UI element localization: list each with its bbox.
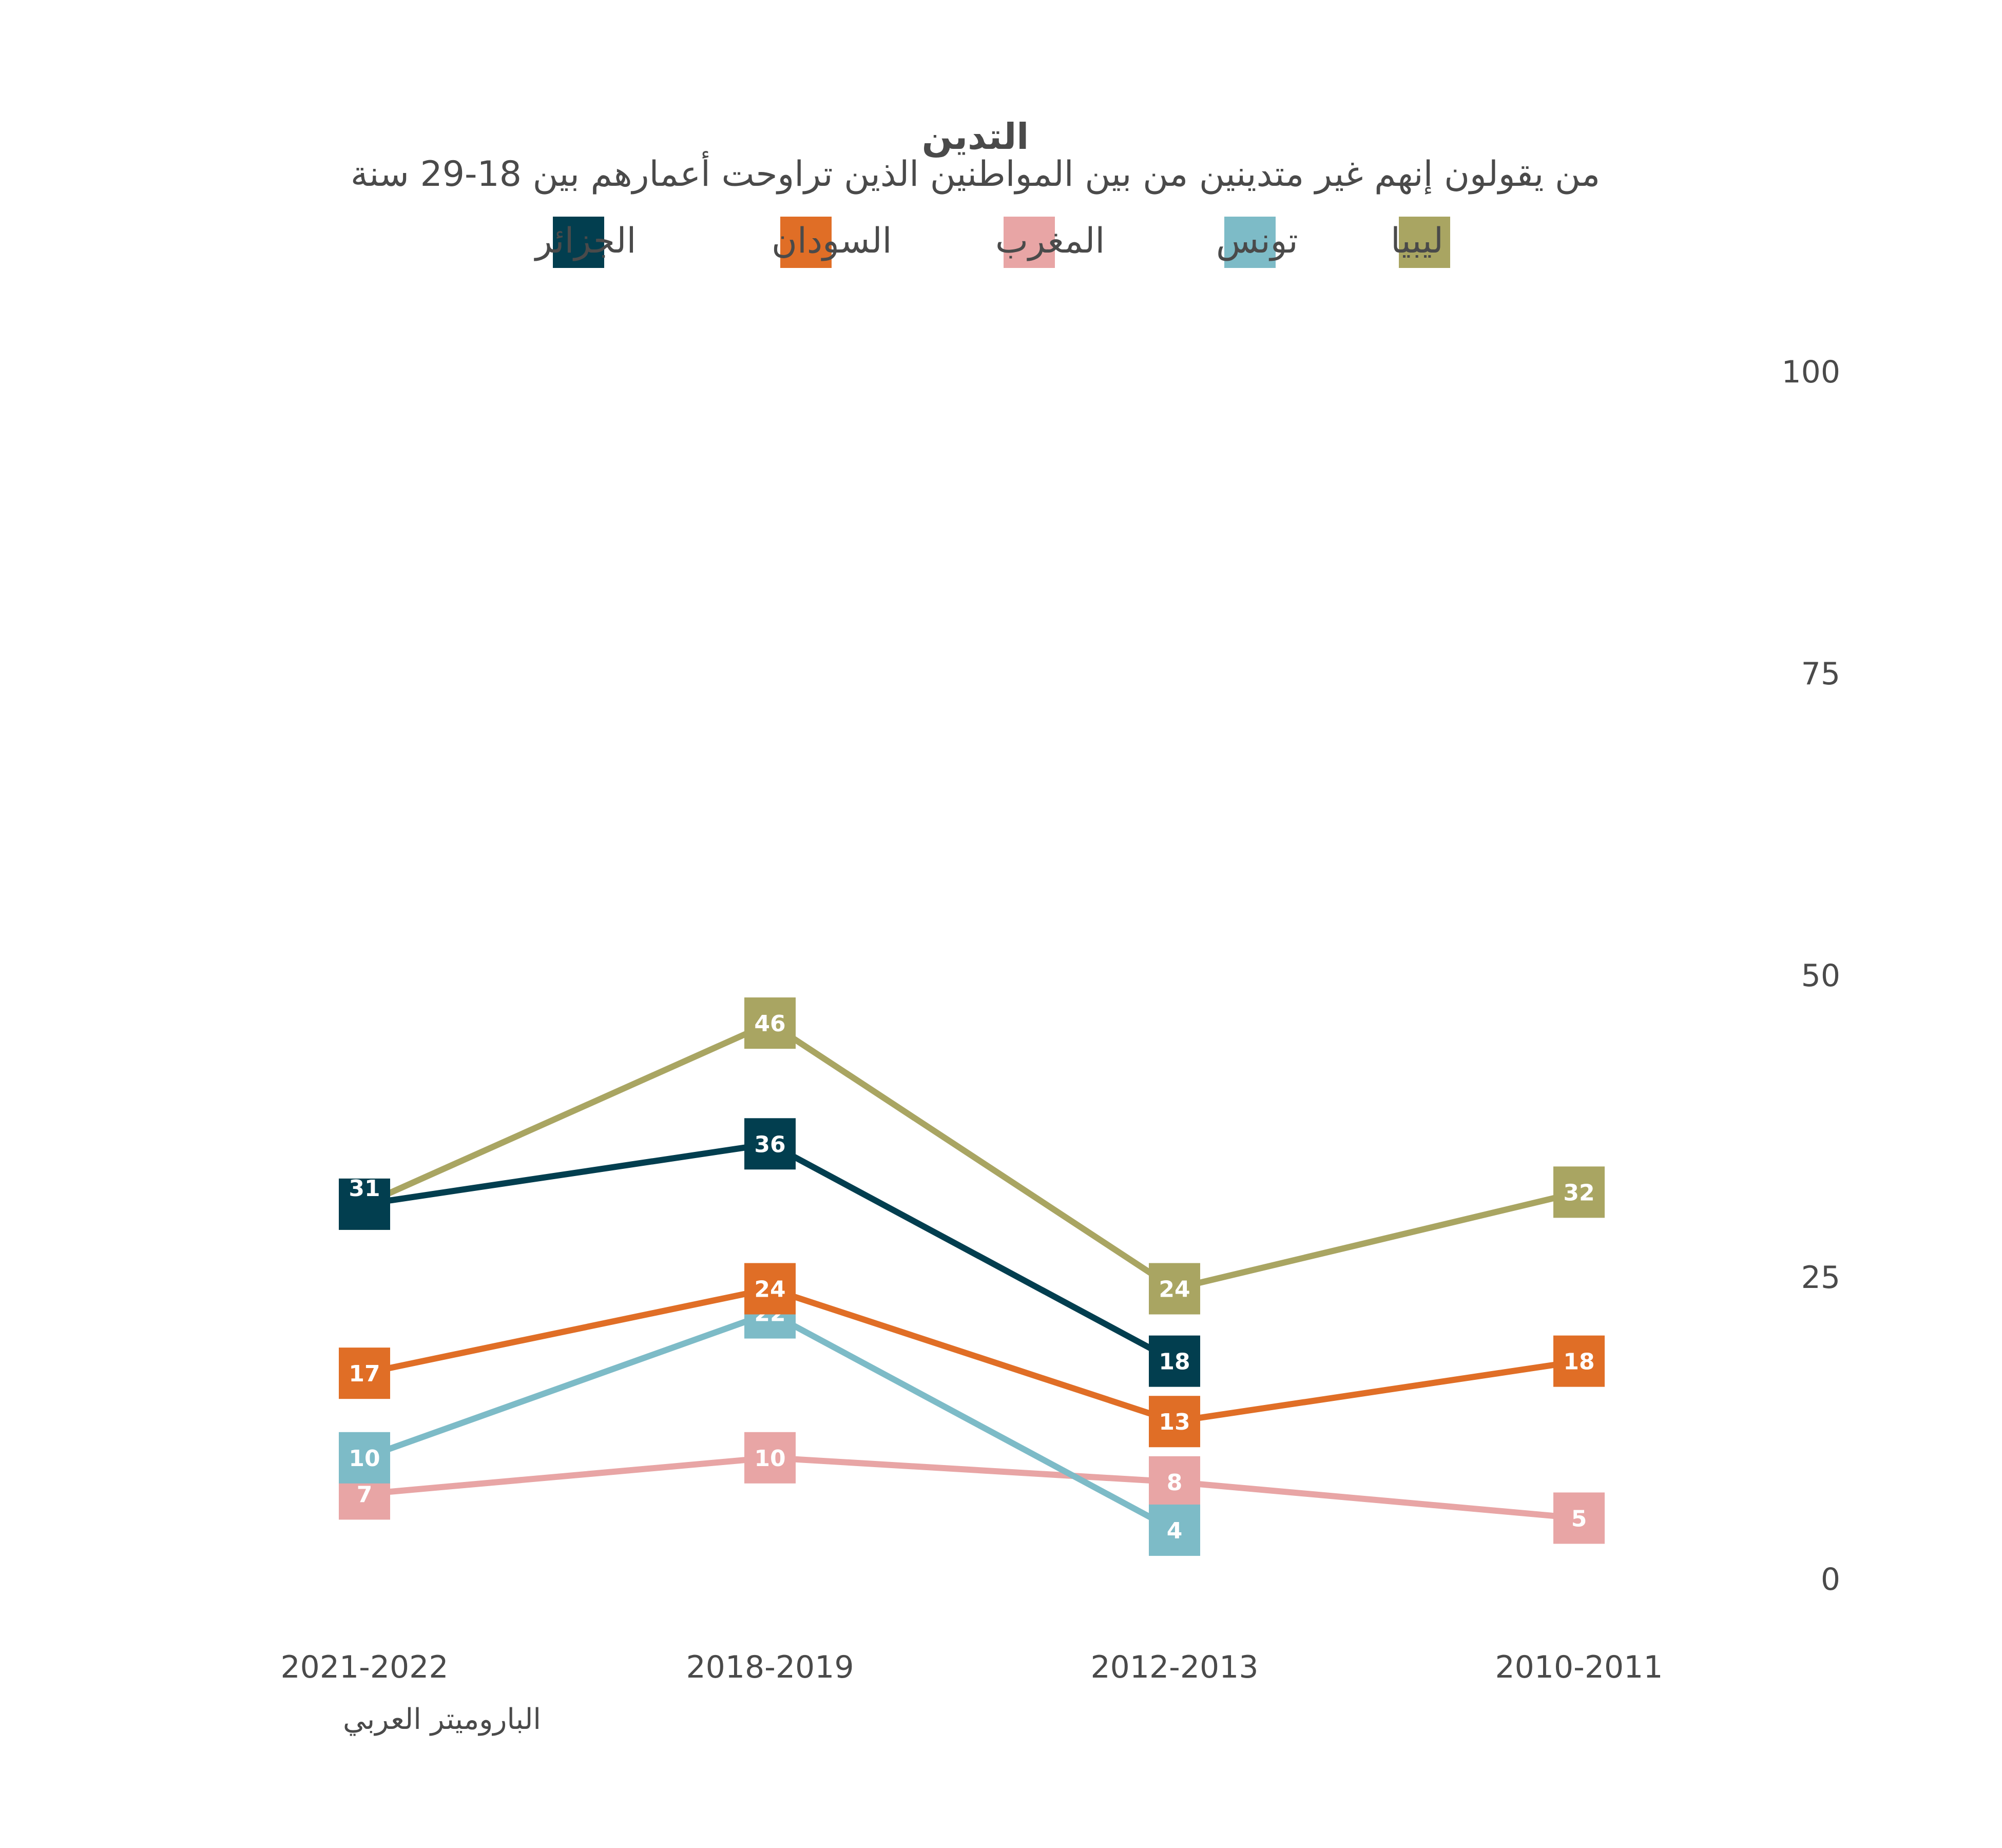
data-marker: [744, 1263, 796, 1315]
x-tick-label: 2012-2013: [1090, 1649, 1258, 1685]
legend-item: المغرب: [995, 217, 1105, 268]
data-label: 18: [1563, 1349, 1594, 1375]
x-tick-label: 2021-2022: [280, 1649, 448, 1685]
legend-swatch: [1399, 217, 1450, 268]
legend-item: تونس: [1216, 217, 1298, 268]
data-point: 24: [1149, 1263, 1200, 1315]
data-marker: [1553, 1492, 1605, 1544]
data-point: 8: [1149, 1456, 1200, 1508]
series-line: [364, 1454, 1580, 1522]
series-line: [363, 1285, 1580, 1425]
data-label: 18: [1159, 1349, 1190, 1375]
data-label: 24: [754, 1277, 785, 1303]
data-marker: [1149, 1396, 1200, 1448]
data-marker: [1149, 1504, 1200, 1556]
data-label: 5: [1571, 1506, 1587, 1532]
data-point: 18: [1149, 1335, 1200, 1387]
data-label: 36: [754, 1131, 785, 1158]
data-point: 36: [744, 1118, 796, 1170]
legend-label: المغرب: [995, 221, 1105, 261]
data-marker: [339, 1348, 390, 1399]
data-point: 32: [1553, 1166, 1605, 1218]
legend-swatch: [553, 217, 604, 268]
data-point: 5: [1553, 1492, 1605, 1544]
y-tick-label: 25: [1801, 1260, 1840, 1296]
data-marker: [1553, 1335, 1605, 1387]
data-marker: [744, 1432, 796, 1484]
data-point: 17: [339, 1348, 390, 1399]
legend-label: تونس: [1216, 221, 1298, 261]
legend-swatch: [1224, 217, 1276, 268]
x-axis: 2021-2022 2018-2019 2012-2013 2010-2011: [280, 1649, 1663, 1685]
data-point: 4: [1149, 1504, 1200, 1556]
y-tick-label: 75: [1801, 656, 1840, 692]
x-tick-label: 2018-2019: [686, 1649, 854, 1685]
source-note: الباروميتر العربي: [343, 1703, 541, 1736]
data-marker: [744, 997, 796, 1049]
legend-item: الجزائر: [534, 217, 636, 268]
legend-swatch: [1004, 217, 1055, 268]
data-point: 46: [744, 997, 796, 1049]
series-lines: [363, 1019, 1580, 1533]
data-point: 13: [1149, 1396, 1200, 1448]
data-label: 7: [357, 1481, 373, 1508]
data-marker: [744, 1118, 796, 1170]
x-tick-label: 2010-2011: [1495, 1649, 1663, 1685]
data-marker: [339, 1178, 390, 1230]
data-markers: 710851022417241318462432313618: [339, 997, 1605, 1556]
data-point: 10: [339, 1432, 390, 1484]
data-label: 32: [1563, 1180, 1594, 1206]
legend-swatch: [780, 217, 832, 268]
data-point: 10: [744, 1432, 796, 1484]
legend-item: السودان: [772, 217, 892, 268]
chart-title: التدين: [922, 116, 1029, 158]
y-axis: 0 25 50 75 100: [1781, 354, 1840, 1597]
data-marker: [1149, 1456, 1200, 1508]
y-tick-label: 50: [1801, 958, 1840, 994]
data-label: 24: [1159, 1277, 1190, 1303]
data-label: 4: [1167, 1518, 1183, 1544]
data-marker: [1553, 1166, 1605, 1218]
data-label: 10: [754, 1446, 785, 1472]
data-label: 8: [1167, 1470, 1183, 1496]
data-label: 17: [349, 1361, 380, 1387]
data-label: 13: [1159, 1409, 1190, 1435]
series-line: [363, 1019, 1580, 1292]
legend-label: السودان: [772, 221, 892, 261]
y-tick-label: 100: [1781, 354, 1840, 390]
chart-subtitle: من يقولون إنهم غير متدينين من بين المواط…: [351, 151, 1600, 195]
legend-label: الجزائر: [534, 221, 636, 261]
legend-label: ليبيا: [1391, 221, 1443, 261]
data-point: 18: [1553, 1335, 1605, 1387]
data-marker: [339, 1432, 390, 1484]
data-marker: [1149, 1335, 1200, 1387]
data-label: 46: [754, 1011, 785, 1037]
data-point: 24: [744, 1263, 796, 1315]
data-label: 10: [349, 1446, 380, 1472]
legend: الجزائر ليبيا تونس المغرب السودان: [534, 217, 1450, 268]
data-label: 31: [349, 1176, 380, 1202]
data-marker: [1149, 1263, 1200, 1315]
legend-item: ليبيا: [1391, 217, 1450, 268]
y-tick-label: 0: [1821, 1562, 1840, 1597]
data-point: 31: [339, 1176, 390, 1230]
